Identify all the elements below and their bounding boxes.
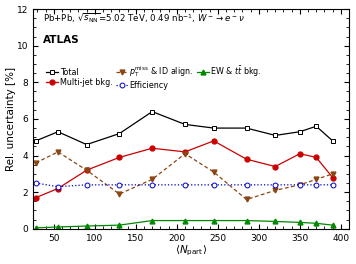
Y-axis label: Rel. uncertainty [%]: Rel. uncertainty [%] <box>6 67 16 171</box>
X-axis label: $\langle N_{\mathrm{part}} \rangle$: $\langle N_{\mathrm{part}} \rangle$ <box>175 244 207 258</box>
Text: ATLAS: ATLAS <box>43 35 79 45</box>
Text: Pb+Pb, $\sqrt{s_{\mathrm{NN}}}$=5.02 TeV, 0.49 nb$^{-1}$, $W^- \rightarrow e^-\n: Pb+Pb, $\sqrt{s_{\mathrm{NN}}}$=5.02 TeV… <box>43 11 245 25</box>
Legend: Total, Multi-jet bkg., $p_\mathrm{T}^\mathrm{miss}$ & ID align., Efficiency, EW : Total, Multi-jet bkg., $p_\mathrm{T}^\ma… <box>44 62 265 92</box>
